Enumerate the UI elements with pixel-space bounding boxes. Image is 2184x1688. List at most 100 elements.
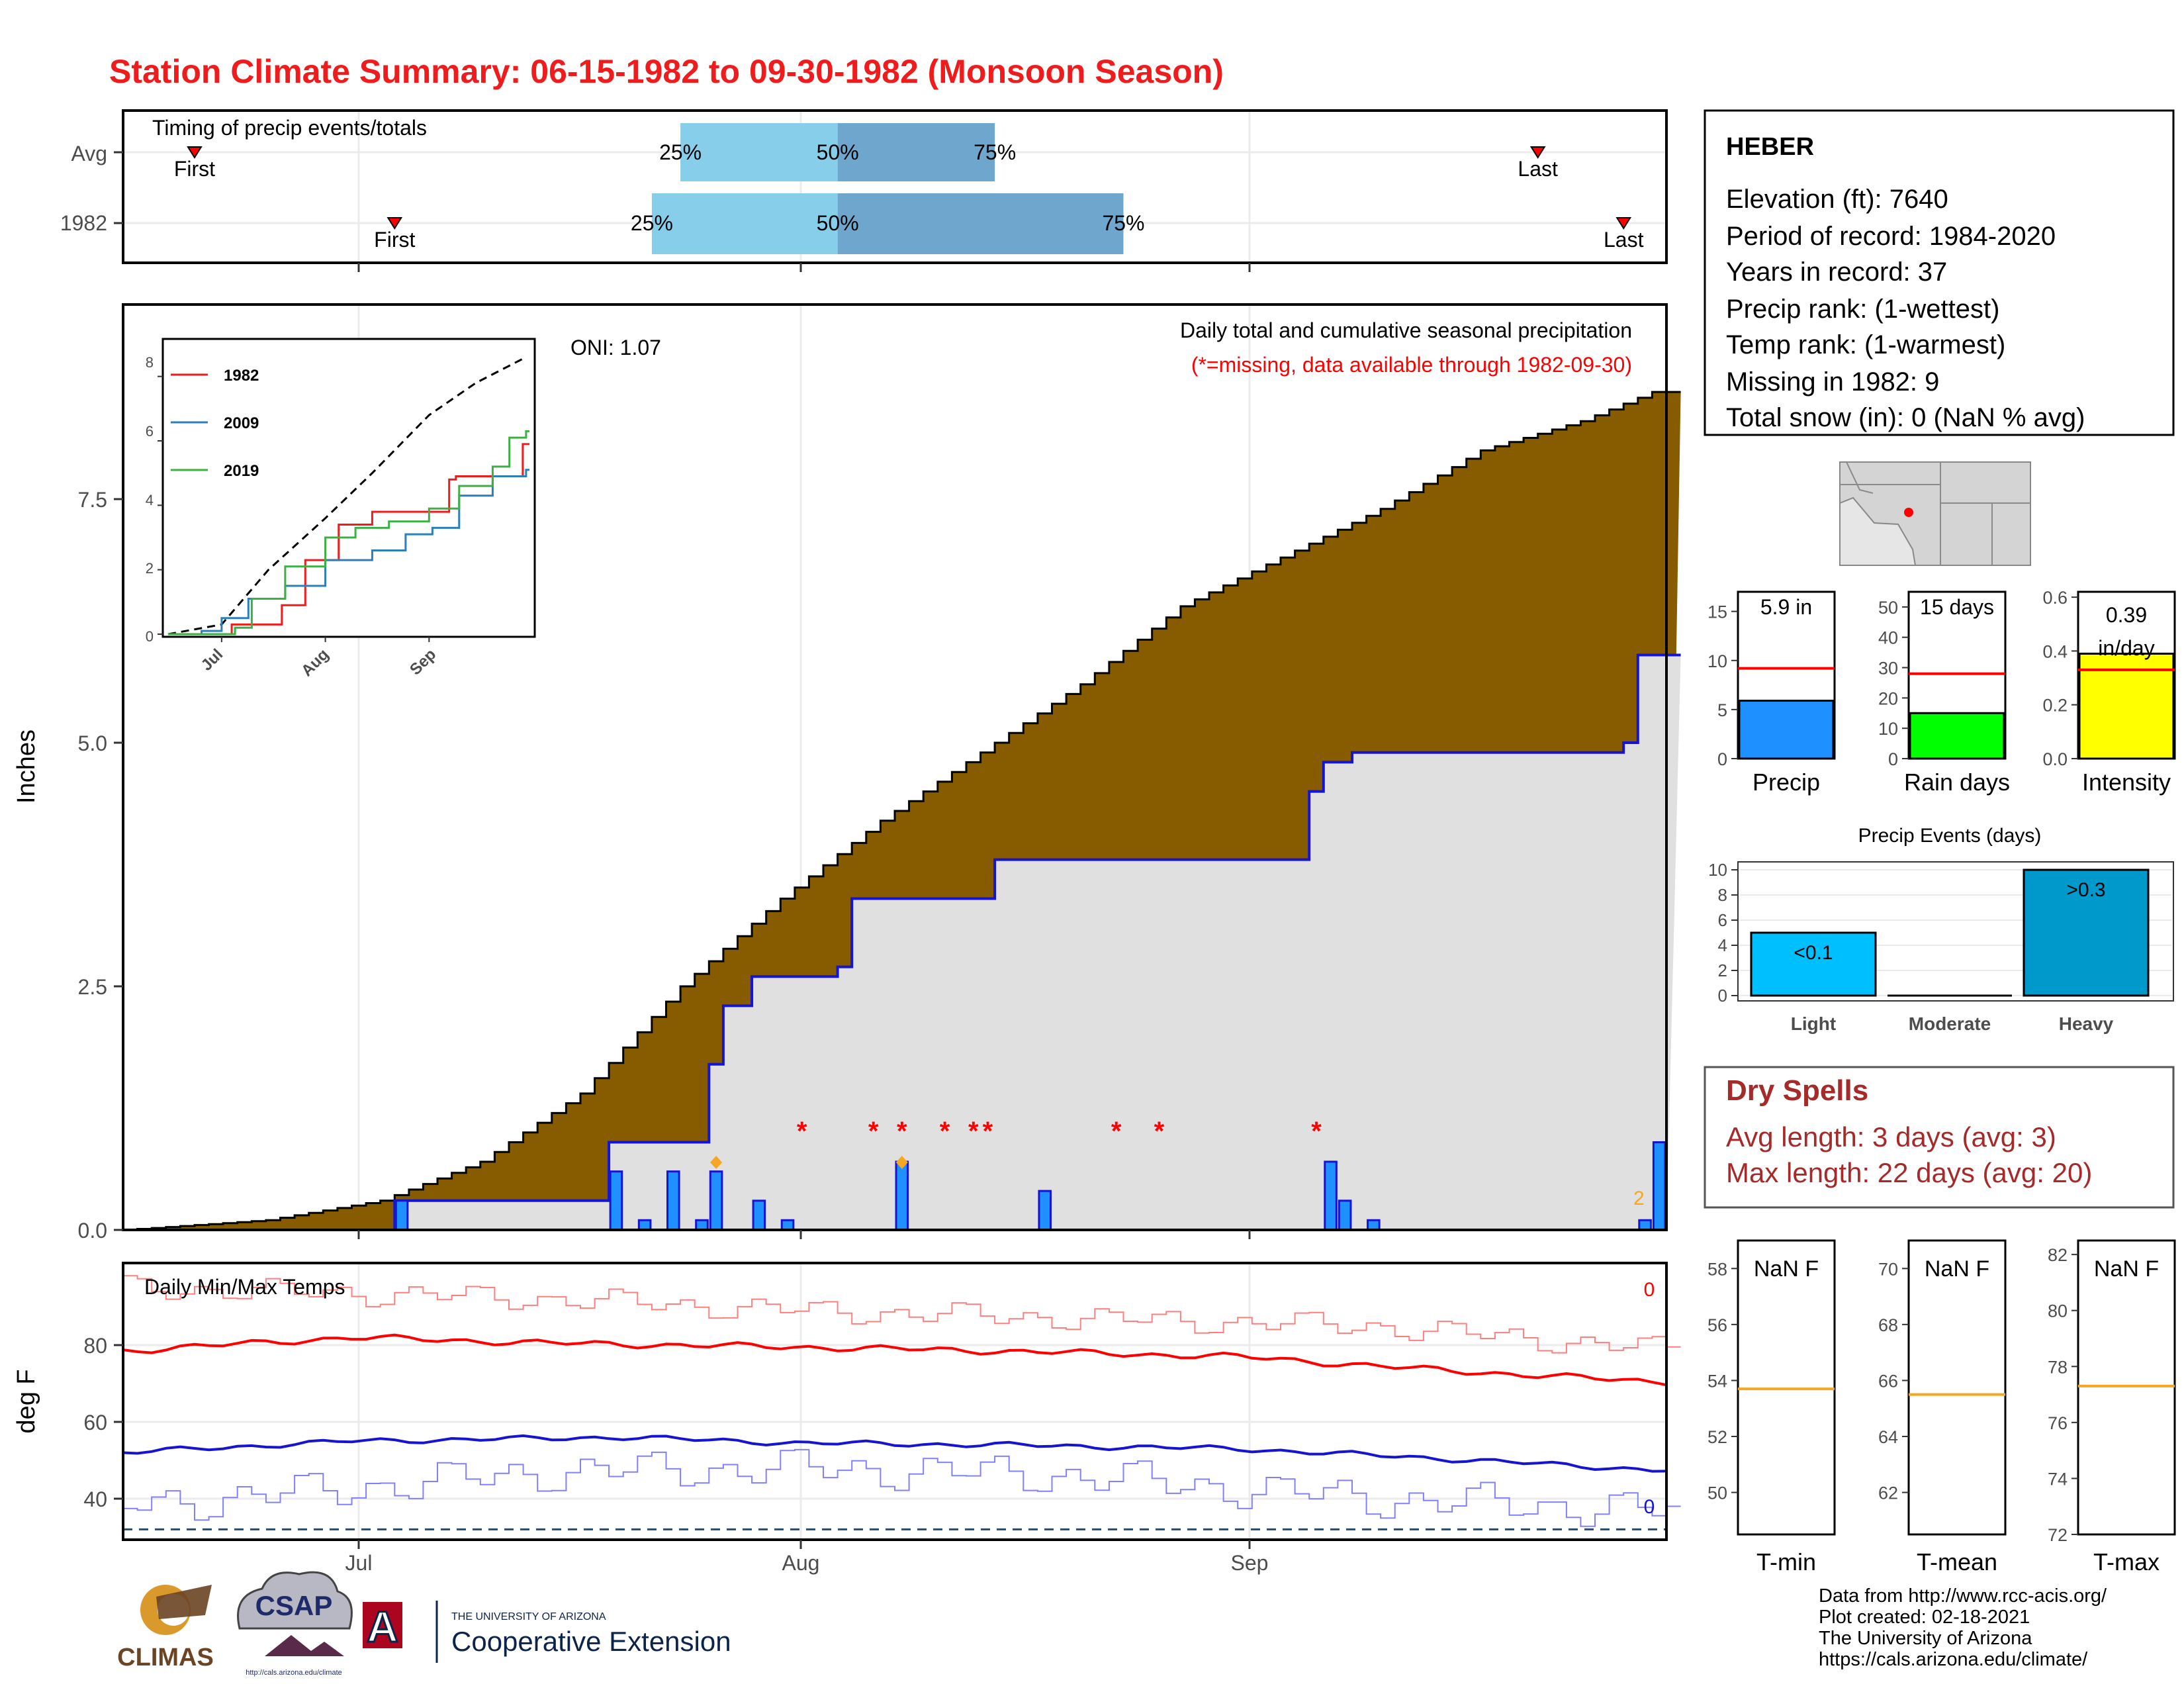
temp-box-ytick-label-2-4: 80 — [2048, 1301, 2068, 1321]
quartile-label-1982-2: 75% — [1102, 211, 1144, 235]
station-location-marker — [1904, 508, 1913, 517]
avg-min-line — [122, 1434, 1667, 1473]
timing-row-label-avg: Avg — [71, 142, 107, 165]
summary-label-0: Precip — [1752, 769, 1820, 796]
daily-precip-bar — [637, 1219, 652, 1231]
temp-min-count: 0 — [1644, 1496, 1655, 1518]
temp-box-ytick-label-1-0: 62 — [1878, 1483, 1898, 1503]
summary-ytick-label-0-0: 0 — [1717, 749, 1727, 769]
timing-title: Timing of precip events/totals — [152, 116, 427, 140]
events-ytick-label-3: 6 — [1718, 910, 1727, 930]
ua-coop-extension: Cooperative Extension — [451, 1626, 731, 1657]
temp-box-ytick-label-1-1: 64 — [1878, 1427, 1898, 1447]
daily-precip-bar — [1638, 1219, 1652, 1231]
timing-row-label-1982: 1982 — [60, 211, 107, 235]
quartile-bar-50-75-avg — [837, 123, 995, 181]
temp-title: Daily Min/Max Temps — [144, 1275, 345, 1299]
daily-precip-bar — [695, 1219, 709, 1231]
climas-logo-text: CLIMAS — [117, 1644, 214, 1671]
daily-precip-bar — [394, 1199, 409, 1231]
station-name: HEBER — [1726, 133, 1814, 161]
temp-box-ytick-label-1-3: 68 — [1878, 1315, 1898, 1335]
credit-plot-created: Plot created: 02-18-2021 — [1819, 1607, 2030, 1628]
precip-ytick-25: 2.5 — [78, 975, 107, 999]
temp-box-1 — [1907, 1239, 2007, 1536]
precip-y-ticks: 0.0 2.5 5.0 7.5 — [78, 488, 107, 1243]
summary-ytick-label-1-3: 30 — [1878, 659, 1898, 679]
avg-max-line — [122, 1333, 1667, 1387]
csap-logo: CSAP http://cals.arizona.edu/climate — [237, 1571, 353, 1677]
csap-logo-text: CSAP — [255, 1590, 333, 1621]
temp-ytick-60: 60 — [83, 1411, 107, 1434]
events-ytick-label-0: 0 — [1718, 986, 1727, 1006]
inset-line-2009 — [168, 469, 529, 635]
inset-legend-2009: 2009 — [224, 414, 259, 432]
missing-day-marker: * — [1111, 1117, 1122, 1146]
summary-bars: 0 5 10 15 5.9 in Precip 0 10 20 30 40 50 15 days Rain… — [1707, 588, 2176, 796]
station-temp-rank: Temp rank: (1-warmest) — [1726, 330, 2005, 359]
events-ytick-label-2: 4 — [1718, 935, 1727, 955]
temp-box-label-0: T-min — [1756, 1548, 1816, 1575]
temp-box-ytick-label-0-1: 52 — [1707, 1427, 1727, 1447]
summary-label-1: Rain days — [1904, 769, 2010, 796]
station-period: Period of record: 1984-2020 — [1726, 222, 2056, 251]
inset-line-1982 — [168, 443, 529, 635]
temp-plot-area — [122, 1275, 1681, 1530]
temp-panel: Daily Min/Max Temps 0 0 deg F 40 60 80 J… — [13, 1262, 1681, 1575]
temp-box-ytick-label-0-0: 50 — [1707, 1483, 1727, 1503]
cumulative-1982-area — [123, 655, 1681, 1230]
dry-spells-title: Dry Spells — [1726, 1074, 1868, 1107]
station-elevation: Elevation (ft): 7640 — [1726, 185, 1948, 214]
csap-url: http://cals.arizona.edu/climate — [246, 1669, 342, 1677]
quartile-label-avg-0: 25% — [659, 140, 702, 164]
temp-box-value-2: NaN F — [2094, 1256, 2159, 1282]
missing-day-marker: * — [868, 1117, 879, 1146]
missing-day-marker: * — [1154, 1117, 1165, 1146]
inset-line-2019 — [168, 430, 529, 635]
oni-value: ONI: 1.07 — [570, 336, 661, 359]
credit-url: https://cals.arizona.edu/climate/ — [1819, 1649, 2088, 1670]
inset-legend-1982: 1982 — [224, 367, 259, 385]
quartile-label-1982-1: 50% — [817, 211, 859, 235]
summary-ytick-label-2-1: 0.2 — [2042, 696, 2068, 716]
precip-plot-area: * * * * * * * * * — [123, 391, 1681, 1231]
temp-box-2 — [2077, 1239, 2176, 1536]
summary-value-text-0: 5.9 in — [1760, 595, 1812, 619]
events-bar-light — [1750, 931, 1877, 997]
temp-box-ytick-label-1-4: 70 — [1878, 1259, 1898, 1279]
precip-panel: * * * * * * * * * Inches 0.0 2.5 5.0 7.5 ONI: 1.… — [13, 263, 1681, 1243]
summary-ytick-label-1-2: 20 — [1878, 688, 1898, 708]
temp-ytick-40: 40 — [83, 1487, 107, 1511]
inset-ytick-4: 4 — [146, 492, 154, 508]
inset-ytick-0: 0 — [146, 628, 154, 645]
temp-ylabel: deg F — [13, 1369, 40, 1433]
station-missing: Missing in 1982: 9 — [1726, 367, 1939, 397]
last-event-label-avg: Last — [1518, 157, 1558, 181]
temp-box-ytick-label-2-3: 78 — [2048, 1357, 2068, 1377]
precip-ytick-0: 0.0 — [78, 1219, 107, 1243]
last-event-label-1982: Last — [1604, 228, 1644, 252]
precip-events-chart: Precip Events (days) 0 2 4 6 8 10 <0.1 Light Mod… — [1708, 825, 2174, 1034]
missing-day-marker: * — [1311, 1117, 1322, 1146]
dry-spells-box: Dry Spells Avg length: 3 days (avg: 3) M… — [1704, 1066, 2175, 1209]
summary-value-bar-2 — [2078, 652, 2175, 760]
temp-y-ticks: 40 60 80 — [83, 1334, 107, 1511]
events-category-1: Moderate — [1909, 1013, 1991, 1034]
summary-ytick-label-1-0: 0 — [1888, 749, 1898, 769]
first-event-marker-1982 — [387, 217, 403, 230]
last-event-marker-avg — [1529, 146, 1546, 159]
summary-value-bar-0 — [1738, 700, 1835, 760]
summary-ytick-label-0-3: 15 — [1707, 602, 1727, 622]
temp-box-ytick-label-2-1: 74 — [2048, 1469, 2068, 1489]
inset-ytick-8: 8 — [146, 354, 154, 371]
credit-data-source: Data from http://www.rcc-acis.org/ — [1819, 1585, 2107, 1607]
orange-marker — [895, 1156, 908, 1169]
station-precip-rank: Precip rank: (1-wettest) — [1726, 295, 1999, 324]
temp-box-0 — [1737, 1239, 1836, 1536]
summary-value-text-2-1: in/day — [2098, 636, 2154, 660]
first-event-marker-avg — [187, 146, 203, 159]
bar-count-label: 2 — [1633, 1188, 1645, 1209]
precip-ytick-75: 7.5 — [78, 488, 107, 512]
station-years: Years in record: 37 — [1726, 258, 1947, 287]
quartile-label-1982-0: 25% — [631, 211, 673, 235]
